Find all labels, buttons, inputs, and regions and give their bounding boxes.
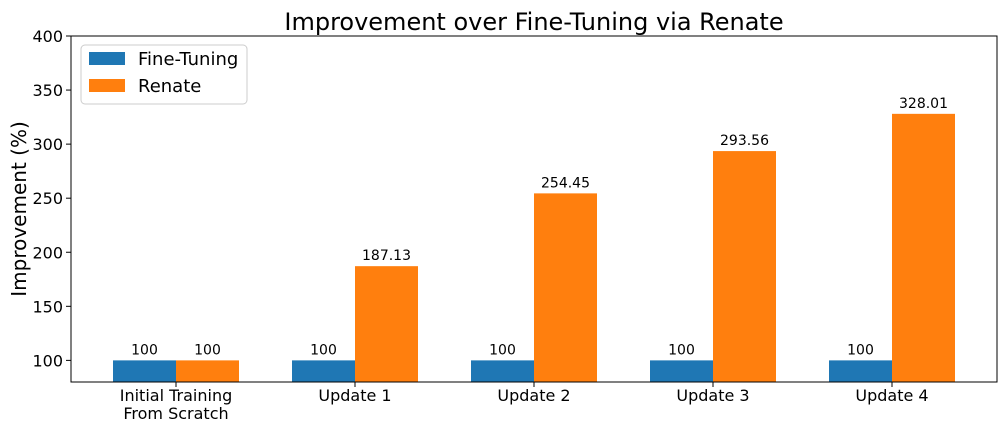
y-tick-label: 400 — [32, 27, 63, 46]
x-tick-label: Update 3 — [676, 386, 749, 405]
data-label: 100 — [668, 342, 695, 358]
chart-title: Improvement over Fine-Tuning via Renate — [284, 8, 783, 36]
data-label: 100 — [847, 342, 874, 358]
legend-swatch — [89, 52, 125, 65]
bar-fine-tuning — [829, 360, 892, 382]
legend-swatch — [89, 79, 125, 92]
bar-fine-tuning — [471, 360, 534, 382]
bar-fine-tuning — [292, 360, 355, 382]
y-tick-label: 250 — [32, 189, 63, 208]
bar-renate — [892, 113, 955, 383]
data-label: 187.13 — [362, 248, 411, 264]
plot-area: 100 150 200 250 300 350 400 Initial TrainingFro… — [32, 27, 955, 423]
bar-renate — [355, 266, 418, 382]
y-tick-label: 350 — [32, 81, 63, 100]
y-tick-label: 200 — [32, 243, 63, 262]
bar-renate — [713, 151, 776, 382]
x-tick-label: Update 4 — [855, 386, 928, 405]
x-tick-label: From Scratch — [123, 404, 228, 423]
bar-fine-tuning — [113, 360, 176, 382]
bar-renate — [176, 360, 239, 382]
data-label: 100 — [489, 342, 516, 358]
y-tick-label: 300 — [32, 135, 63, 154]
x-tick-label: Update 1 — [318, 386, 391, 405]
plot-frame — [70, 35, 998, 383]
data-label: 100 — [131, 342, 158, 358]
x-tick-label: Initial Training — [120, 386, 233, 405]
data-label: 328.01 — [899, 96, 948, 112]
data-label: 100 — [310, 342, 337, 358]
data-label: 254.45 — [541, 175, 590, 191]
y-axis-label: Improvement (%) — [7, 121, 31, 297]
legend: Fine-Tuning Renate — [80, 44, 248, 105]
y-tick-label: 150 — [32, 297, 63, 316]
bar-renate — [534, 193, 597, 382]
x-tick-label: Update 2 — [497, 386, 570, 405]
legend-label: Renate — [138, 76, 201, 97]
data-label: 293.56 — [720, 133, 769, 149]
data-label: 100 — [194, 342, 221, 358]
legend-label: Fine-Tuning — [138, 49, 238, 70]
y-tick-label: 100 — [32, 351, 63, 370]
bar-fine-tuning — [650, 360, 713, 382]
